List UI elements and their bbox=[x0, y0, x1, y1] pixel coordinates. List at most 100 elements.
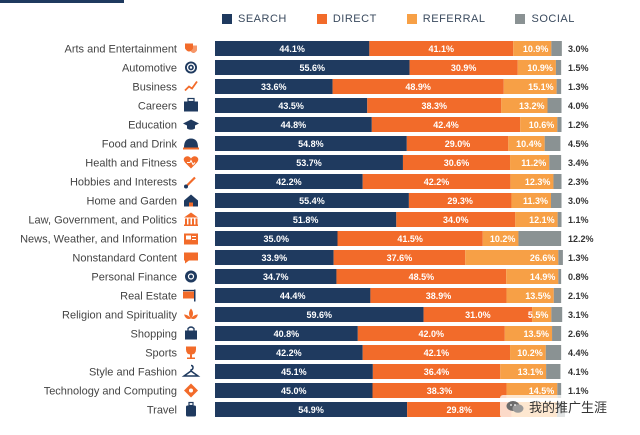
category-label-real-estate: Real Estate bbox=[120, 291, 177, 303]
bar-social-religion-and-spirituality bbox=[551, 307, 563, 322]
data-label-direct-careers: 38.3% bbox=[422, 101, 448, 111]
bar-referral-business bbox=[503, 79, 557, 94]
category-label-hobbies-and-interests: Hobbies and Interests bbox=[70, 177, 178, 189]
bar-social-health-and-fitness bbox=[549, 155, 562, 170]
trophy-icon bbox=[186, 346, 196, 359]
bar-social-hobbies-and-interests bbox=[553, 174, 562, 189]
data-label-social-shopping: 2.6% bbox=[568, 329, 589, 339]
category-label-nonstandard-content: Nonstandard Content bbox=[72, 253, 177, 265]
bar-direct-hobbies-and-interests bbox=[362, 174, 511, 189]
data-label-direct-news-weather-and-information: 41.5% bbox=[397, 234, 423, 244]
data-label-direct-religion-and-spirituality: 31.0% bbox=[465, 310, 491, 320]
bar-search-sports bbox=[215, 345, 363, 360]
bar-search-business bbox=[215, 79, 333, 94]
data-label-direct-law-government-and-politics: 34.0% bbox=[443, 215, 469, 225]
bar-referral-law-government-and-politics bbox=[515, 212, 558, 227]
newspaper-icon bbox=[184, 233, 198, 245]
bar-search-religion-and-spirituality bbox=[215, 307, 424, 322]
bar-search-careers bbox=[215, 98, 368, 113]
data-label-direct-personal-finance: 48.5% bbox=[409, 272, 435, 282]
bar-social-technology-and-computing bbox=[557, 383, 562, 398]
bar-direct-careers bbox=[367, 98, 502, 113]
data-label-social-business: 1.3% bbox=[568, 82, 589, 92]
data-label-referral-shopping: 13.5% bbox=[524, 329, 550, 339]
bar-social-business bbox=[556, 79, 562, 94]
category-label-technology-and-computing: Technology and Computing bbox=[44, 386, 177, 398]
data-label-social-news-weather-and-information: 12.2% bbox=[568, 234, 594, 244]
bar-referral-health-and-fitness bbox=[510, 155, 550, 170]
bar-social-sports bbox=[545, 345, 562, 360]
bar-social-automotive bbox=[555, 60, 562, 75]
bar-social-real-estate bbox=[553, 288, 562, 303]
data-label-direct-shopping: 42.0% bbox=[419, 329, 445, 339]
category-label-religion-and-spirituality: Religion and Spirituality bbox=[62, 310, 177, 322]
bar-search-travel bbox=[215, 402, 408, 417]
bar-social-personal-finance bbox=[558, 269, 562, 284]
bar-referral-education bbox=[520, 117, 558, 132]
legend-label-direct: DIRECT bbox=[332, 13, 377, 25]
data-label-social-home-and-garden: 3.0% bbox=[568, 196, 589, 206]
category-label-health-and-fitness: Health and Fitness bbox=[85, 158, 177, 170]
data-label-search-education: 44.8% bbox=[281, 120, 307, 130]
steering-wheel-icon bbox=[185, 61, 197, 74]
bar-referral-sports bbox=[510, 345, 546, 360]
bar-search-style-and-fashion bbox=[215, 364, 373, 379]
category-label-personal-finance: Personal Finance bbox=[91, 272, 177, 284]
bar-direct-travel bbox=[407, 402, 512, 417]
bar-social-education bbox=[557, 117, 562, 132]
legend-label-social: SOCIAL bbox=[531, 13, 575, 25]
data-label-search-law-government-and-politics: 51.8% bbox=[293, 215, 319, 225]
for-sale-sign-icon bbox=[183, 289, 196, 302]
house-icon bbox=[184, 194, 198, 207]
data-label-direct-business: 48.9% bbox=[405, 82, 431, 92]
data-label-social-religion-and-spirituality: 3.1% bbox=[568, 310, 589, 320]
bar-referral-home-and-garden bbox=[511, 193, 551, 208]
data-label-direct-automotive: 30.9% bbox=[451, 63, 477, 73]
category-label-law-government-and-politics: Law, Government, and Politics bbox=[28, 215, 177, 227]
bar-search-personal-finance bbox=[215, 269, 337, 284]
chart-icon bbox=[184, 80, 198, 92]
bar-social-arts-and-entertainment bbox=[551, 41, 562, 56]
bar-search-education bbox=[215, 117, 372, 132]
data-label-social-food-and-drink: 4.5% bbox=[568, 139, 589, 149]
bar-direct-sports bbox=[362, 345, 511, 360]
category-label-business: Business bbox=[132, 82, 177, 94]
bar-direct-shopping bbox=[357, 326, 505, 341]
bar-social-law-government-and-politics bbox=[557, 212, 562, 227]
category-label-style-and-fashion: Style and Fashion bbox=[89, 367, 177, 379]
bar-referral-news-weather-and-information bbox=[482, 231, 519, 246]
data-label-social-education: 1.2% bbox=[568, 120, 589, 130]
watermark-text: 我的推广生涯 bbox=[529, 400, 608, 415]
bar-referral-nonstandard-content bbox=[465, 250, 559, 265]
bar-referral-technology-and-computing bbox=[506, 383, 558, 398]
bar-direct-arts-and-entertainment bbox=[369, 41, 514, 56]
bar-direct-home-and-garden bbox=[408, 193, 512, 208]
bar-search-home-and-garden bbox=[215, 193, 409, 208]
data-label-search-real-estate: 44.4% bbox=[280, 291, 306, 301]
data-label-social-careers: 4.0% bbox=[568, 101, 589, 111]
bar-social-style-and-fashion bbox=[546, 364, 561, 379]
category-label-sports: Sports bbox=[145, 348, 177, 360]
bar-direct-business bbox=[332, 79, 504, 94]
data-label-search-shopping: 40.8% bbox=[274, 329, 300, 339]
bar-social-food-and-drink bbox=[544, 136, 561, 151]
legend-item-referral: REFERRAL bbox=[406, 13, 486, 25]
bar-direct-education bbox=[371, 117, 521, 132]
data-label-search-food-and-drink: 54.8% bbox=[298, 139, 324, 149]
data-label-referral-technology-and-computing: 14.5% bbox=[529, 386, 555, 396]
legend-swatch-social bbox=[515, 14, 526, 24]
data-label-referral-education: 10.6% bbox=[529, 120, 555, 130]
category-label-careers: Careers bbox=[138, 101, 178, 113]
bar-referral-arts-and-entertainment bbox=[513, 41, 552, 56]
data-label-search-nonstandard-content: 33.9% bbox=[262, 253, 288, 263]
data-label-direct-hobbies-and-interests: 42.2% bbox=[424, 177, 450, 187]
bar-direct-personal-finance bbox=[336, 269, 507, 284]
category-label-home-and-garden: Home and Garden bbox=[87, 196, 178, 208]
paint-brush-icon bbox=[184, 176, 196, 189]
data-label-direct-nonstandard-content: 37.6% bbox=[387, 253, 413, 263]
bar-referral-hobbies-and-interests bbox=[510, 174, 554, 189]
data-label-referral-style-and-fashion: 13.1% bbox=[518, 367, 544, 377]
bar-search-nonstandard-content bbox=[215, 250, 334, 265]
wechat-icon bbox=[506, 400, 524, 413]
category-label-automotive: Automotive bbox=[122, 63, 177, 75]
